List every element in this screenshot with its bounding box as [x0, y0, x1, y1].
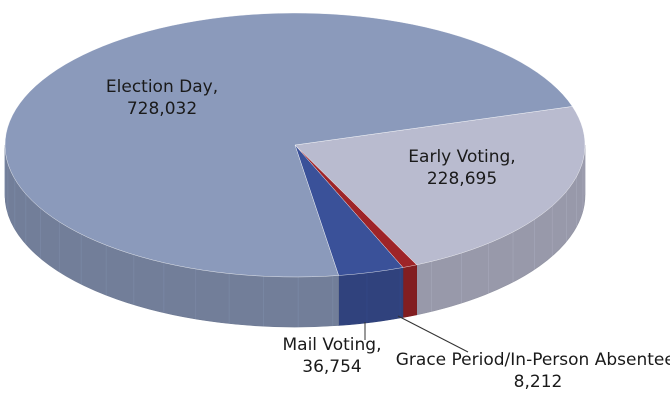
label-category: Election Day, [106, 77, 218, 97]
slice-label: Election Day, 728,032 [106, 77, 218, 119]
label-category: Early Voting, [408, 147, 515, 167]
label-value: 228,695 [427, 169, 497, 189]
label-category: Mail Voting, [282, 335, 381, 355]
slice-label: Early Voting, 228,695 [408, 147, 515, 189]
slice-side [338, 267, 404, 326]
leader-line [397, 315, 469, 353]
slice [4, 12, 573, 278]
slice [294, 106, 586, 266]
label-category: Grace Period/In-Person Absentee, [396, 350, 670, 370]
label-value: 728,032 [127, 99, 197, 119]
slice-side [402, 264, 417, 318]
label-value: 36,754 [302, 357, 361, 377]
slice-label: Mail Voting, 36,754 [282, 335, 381, 377]
label-value: 8,212 [514, 372, 563, 392]
slice-label: Grace Period/In-Person Absentee, 8,212 [396, 350, 670, 392]
